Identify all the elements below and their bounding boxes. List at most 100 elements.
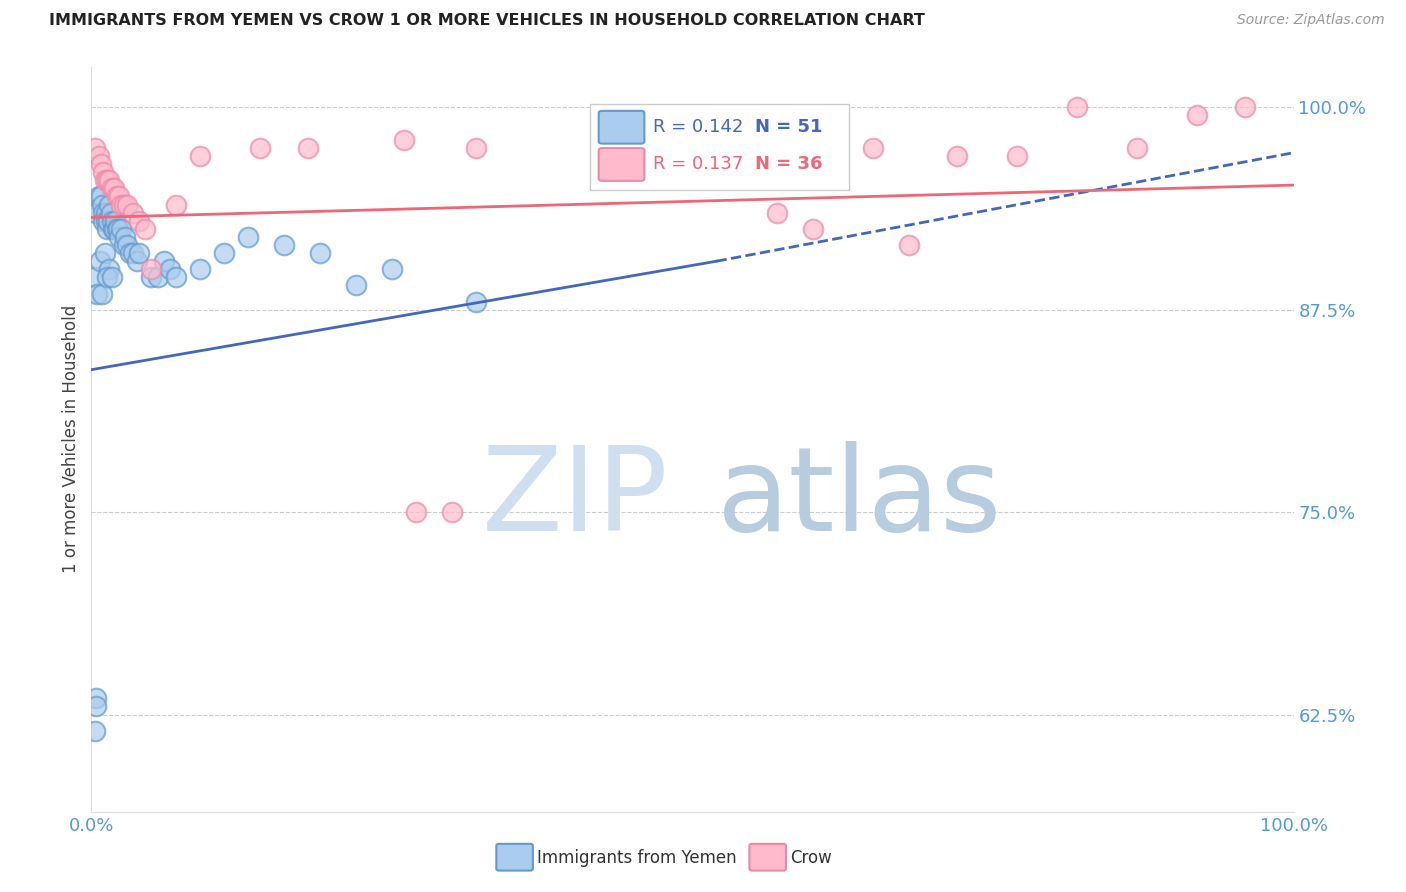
Point xyxy=(152,254,174,268)
Point xyxy=(114,230,136,244)
Point xyxy=(91,286,114,301)
Point xyxy=(122,205,145,219)
Point xyxy=(104,213,127,227)
Text: R = 0.137: R = 0.137 xyxy=(652,155,744,173)
Text: Immigrants from Yemen: Immigrants from Yemen xyxy=(537,849,737,867)
Point xyxy=(897,238,920,252)
FancyBboxPatch shape xyxy=(599,148,644,181)
Point xyxy=(90,157,112,171)
Point xyxy=(141,262,163,277)
Point xyxy=(122,246,145,260)
Point xyxy=(128,213,150,227)
Point xyxy=(87,149,110,163)
Point xyxy=(297,141,319,155)
Point xyxy=(94,213,117,227)
Point xyxy=(91,197,114,211)
Point xyxy=(93,173,115,187)
Point xyxy=(105,189,128,203)
Point xyxy=(159,262,181,277)
Point xyxy=(165,197,187,211)
Point xyxy=(112,197,135,211)
Point xyxy=(93,205,115,219)
Point xyxy=(100,205,122,219)
Point xyxy=(1126,141,1149,155)
Point xyxy=(118,246,141,260)
Point xyxy=(249,141,271,155)
Text: Crow: Crow xyxy=(790,849,832,867)
Point xyxy=(188,262,211,277)
Text: R = 0.142: R = 0.142 xyxy=(652,119,744,136)
Point xyxy=(946,149,969,163)
Point xyxy=(801,222,824,236)
Point xyxy=(405,505,427,519)
Point xyxy=(96,173,118,187)
Text: ZIP: ZIP xyxy=(482,442,668,557)
Point xyxy=(97,213,120,227)
FancyBboxPatch shape xyxy=(599,111,644,144)
Point xyxy=(84,699,107,714)
Point xyxy=(108,230,131,244)
Point xyxy=(87,189,110,203)
Point xyxy=(90,189,112,203)
Point xyxy=(93,246,115,260)
Text: N = 36: N = 36 xyxy=(755,155,823,173)
Point xyxy=(273,238,295,252)
Point xyxy=(101,213,124,227)
Point xyxy=(188,149,211,163)
Point xyxy=(134,222,156,236)
Point xyxy=(117,197,139,211)
Point xyxy=(440,505,463,519)
Point xyxy=(93,213,115,227)
Point xyxy=(89,254,111,268)
Point xyxy=(84,205,107,219)
Point xyxy=(84,691,107,706)
Point xyxy=(101,181,124,195)
Point xyxy=(110,222,132,236)
Point xyxy=(1066,100,1088,114)
Point xyxy=(344,278,367,293)
Point xyxy=(96,270,118,285)
Point xyxy=(98,197,121,211)
Point xyxy=(381,262,404,277)
Point xyxy=(101,222,124,236)
Point xyxy=(108,189,131,203)
Text: Source: ZipAtlas.com: Source: ZipAtlas.com xyxy=(1237,13,1385,28)
Point xyxy=(125,254,148,268)
Point xyxy=(862,141,884,155)
Point xyxy=(128,246,150,260)
FancyBboxPatch shape xyxy=(591,104,849,190)
Point xyxy=(765,205,787,219)
Point xyxy=(112,238,135,252)
Point xyxy=(1005,149,1028,163)
Point xyxy=(146,270,169,285)
Y-axis label: 1 or more Vehicles in Household: 1 or more Vehicles in Household xyxy=(62,305,80,574)
Point xyxy=(165,270,187,285)
Point xyxy=(101,270,124,285)
Point xyxy=(117,238,139,252)
Point xyxy=(465,141,488,155)
Point xyxy=(84,723,107,738)
Point xyxy=(308,246,330,260)
Point xyxy=(98,262,121,277)
Point xyxy=(98,173,121,187)
Point xyxy=(96,222,118,236)
Point xyxy=(94,205,117,219)
Point xyxy=(107,222,129,236)
Text: N = 51: N = 51 xyxy=(755,119,823,136)
Point xyxy=(103,181,125,195)
Point xyxy=(1234,100,1257,114)
Point xyxy=(84,270,107,285)
Text: IMMIGRANTS FROM YEMEN VS CROW 1 OR MORE VEHICLES IN HOUSEHOLD CORRELATION CHART: IMMIGRANTS FROM YEMEN VS CROW 1 OR MORE … xyxy=(49,13,925,29)
Point xyxy=(86,286,108,301)
Point xyxy=(236,230,259,244)
Point xyxy=(1187,108,1209,122)
Point xyxy=(103,222,125,236)
Text: atlas: atlas xyxy=(717,442,1002,557)
Point xyxy=(110,197,132,211)
Point xyxy=(141,270,163,285)
Point xyxy=(465,294,488,309)
Point xyxy=(93,165,115,179)
Point xyxy=(392,133,415,147)
Point xyxy=(105,222,128,236)
Point xyxy=(84,141,107,155)
